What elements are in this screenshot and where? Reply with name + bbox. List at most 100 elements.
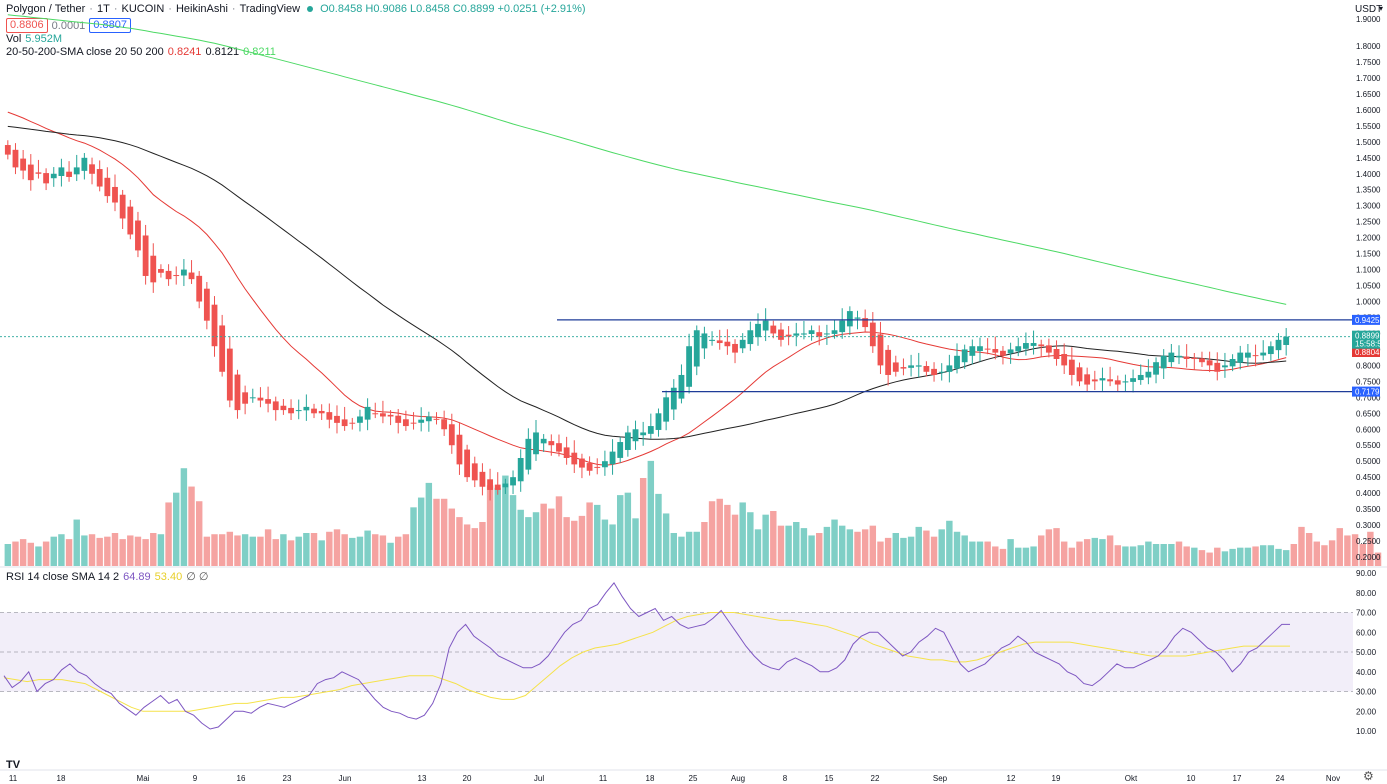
sma50-line — [7, 125, 1287, 440]
volume-bar — [1175, 541, 1183, 566]
volume-bar — [892, 533, 899, 566]
currency-label[interactable]: USDT — [1355, 4, 1383, 15]
price-tick-label: 1.6000 — [1356, 106, 1381, 115]
candle-body — [1214, 362, 1221, 372]
volume-bar — [50, 536, 57, 566]
candle-body — [27, 164, 34, 181]
candle-body — [839, 320, 846, 333]
sma-legend[interactable]: 20-50-200-SMA close 20 50 200 0.8241 0.8… — [6, 46, 276, 58]
settings-icon[interactable]: ⚙ — [1363, 769, 1374, 783]
candle-body — [624, 432, 631, 450]
volume-bar — [670, 533, 678, 566]
bid-ask-row: 0.8806 0.0001 0.8807 — [6, 18, 131, 33]
volume-bar — [1091, 537, 1099, 566]
volume-bar — [532, 512, 540, 566]
candle-body — [877, 334, 884, 366]
volume-bar — [1313, 541, 1321, 566]
bid-box[interactable]: 0.8806 — [6, 18, 48, 33]
time-tick-label: 25 — [689, 774, 698, 783]
volume-bar — [1045, 529, 1053, 566]
horizontal-levels[interactable] — [0, 319, 1353, 393]
volume-bar — [333, 529, 341, 566]
volume-bar — [1060, 541, 1068, 566]
volume-legend[interactable]: Vol 5.952M — [6, 33, 62, 45]
candle-body — [1130, 378, 1136, 382]
volume-bar — [900, 537, 907, 566]
volume-bar — [1183, 546, 1190, 566]
candle-body — [188, 272, 195, 280]
candle-body — [349, 422, 356, 424]
volume-bar — [417, 497, 425, 566]
volume-bar — [35, 546, 42, 566]
candle-body — [992, 349, 999, 353]
candle-body — [655, 413, 662, 430]
symbol-name[interactable]: Polygon / Tether — [6, 3, 86, 15]
price-tick-label: 0.5000 — [1356, 457, 1381, 466]
volume-bar — [341, 534, 348, 566]
volume-bar — [685, 531, 693, 566]
candle-body — [326, 412, 333, 420]
volume-bar — [1214, 547, 1221, 566]
candle-body — [846, 311, 853, 327]
candle-body — [502, 483, 509, 488]
volume-bar — [976, 541, 984, 566]
volume-bar — [754, 529, 762, 566]
volume-bar — [1145, 541, 1152, 566]
volume-bar — [731, 514, 739, 566]
volume-bar — [12, 541, 19, 566]
rsi-tick-label: 40.00 — [1356, 668, 1377, 677]
time-tick-label: 20 — [463, 774, 472, 783]
candle-body — [961, 349, 968, 363]
volume-bar — [594, 504, 601, 566]
candle-body — [1237, 352, 1244, 363]
candle-body — [487, 479, 493, 490]
volume-bar — [555, 496, 563, 566]
price-tick-label: 0.2500 — [1356, 537, 1381, 546]
symbol-legend[interactable]: Polygon / Tether · 1T · KUCOIN · HeikinA… — [6, 3, 586, 15]
volume-bar — [326, 531, 333, 566]
volume-bar — [1374, 552, 1382, 566]
price-axis[interactable]: 1.9000 1.8000 1.7500 1.7000 1.6500 1.6000 1.55… — [1356, 15, 1381, 562]
volume-bar — [930, 536, 938, 566]
price-tick-label: 0.4500 — [1356, 473, 1381, 482]
candle-body — [1260, 352, 1267, 356]
time-tick-label: 17 — [1233, 774, 1242, 783]
candle-body — [357, 416, 363, 423]
ask-box[interactable]: 0.8807 — [89, 18, 131, 33]
volume-bar — [777, 525, 785, 566]
moving-averages — [7, 14, 1287, 466]
volume-bar — [257, 536, 264, 566]
volume-bar — [1206, 552, 1213, 566]
tradingview-logo[interactable]: TV — [6, 759, 21, 771]
volume-label: Vol — [6, 33, 22, 45]
volume-bars — [4, 460, 1382, 566]
rsi-legend[interactable]: RSI 14 close SMA 14 2 64.89 53.40 ∅ ∅ — [6, 570, 209, 584]
candle-body — [219, 325, 226, 372]
price-tick-label: 0.5500 — [1356, 441, 1381, 450]
price-tick-label: 1.6500 — [1356, 90, 1381, 99]
volume-bar — [1290, 544, 1298, 566]
price-tick-label: 1.2000 — [1356, 234, 1381, 243]
volume-bar — [961, 535, 968, 566]
candle-body — [112, 186, 118, 203]
volume-bar — [601, 519, 609, 566]
volume-bar — [1359, 544, 1366, 566]
volume-bar — [433, 498, 440, 566]
rsi-extra: ∅ ∅ — [186, 571, 209, 583]
candle-body — [609, 451, 616, 465]
volume-bar — [1267, 545, 1275, 566]
sma50-value: 0.8121 — [205, 46, 240, 58]
currency-dropdown-icon[interactable]: ▾ — [1379, 4, 1384, 13]
candle-body — [1267, 346, 1274, 355]
time-axis[interactable]: 11 18 Mai 9 16 23 Jun 13 20 Jul 11 18 25 Aug 8 15 22 Sep 1… — [0, 769, 1387, 783]
volume-bar — [157, 534, 165, 566]
volume-bar — [1007, 539, 1014, 566]
candle-body — [586, 463, 593, 471]
volume-bar — [440, 498, 448, 566]
candle-body — [1252, 355, 1259, 357]
candle-body — [96, 169, 103, 187]
volume-bar — [1321, 545, 1328, 566]
volume-bar — [81, 535, 88, 566]
time-tick-label: 16 — [237, 774, 246, 783]
